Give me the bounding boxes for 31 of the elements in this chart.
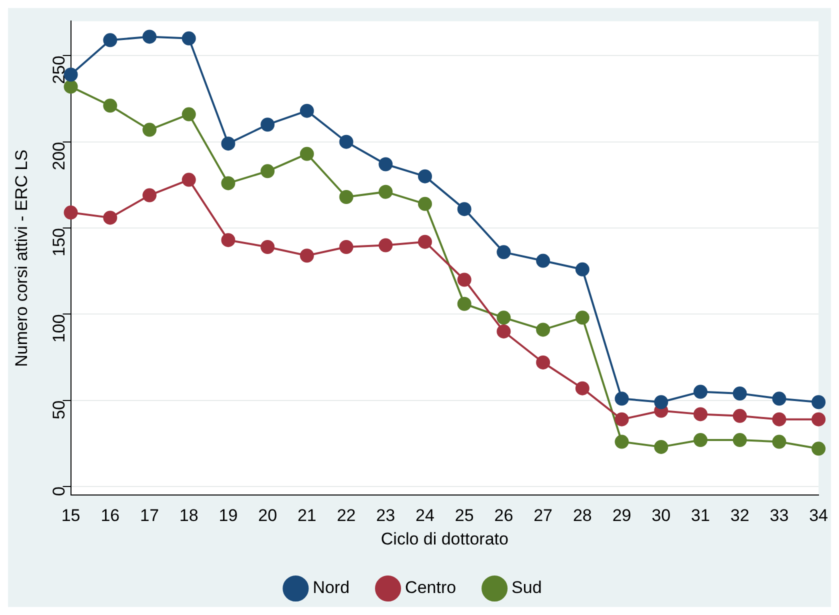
x-tick-label: 19: [218, 506, 238, 526]
x-tick-label: 34: [809, 506, 828, 526]
x-tick-label: 26: [494, 506, 514, 526]
x-tick-label: 22: [336, 506, 356, 526]
x-tick-label: 30: [652, 506, 671, 526]
y-tick-label: 200: [49, 142, 68, 170]
y-tick-label: 50: [49, 400, 68, 420]
legend-label: Sud: [512, 578, 542, 598]
x-tick-label: 24: [416, 506, 434, 526]
x-tick-label: 20: [258, 506, 278, 526]
x-tick-label: 16: [100, 506, 120, 526]
x-tick-label: 25: [454, 506, 474, 526]
x-tick-label: 32: [730, 506, 750, 526]
legend-label: Centro: [405, 578, 456, 598]
x-axis-title: Ciclo di dottorato: [380, 529, 508, 548]
x-tick-label: 23: [376, 506, 396, 526]
x-tick-label: 15: [61, 506, 80, 526]
y-axis-title: Numero corsi attivi - ERC LS: [12, 150, 31, 367]
x-tick-label: 28: [572, 506, 592, 526]
y-tick-label: 0: [49, 486, 68, 496]
x-tick-label: 17: [140, 506, 159, 526]
y-tick-label: 250: [49, 56, 68, 84]
x-tick-label: 29: [612, 506, 632, 526]
x-tick-label: 21: [297, 506, 316, 526]
y-tick-label: 150: [49, 228, 68, 256]
y-tick-label: 100: [49, 314, 68, 343]
x-tick-label: 27: [534, 506, 553, 526]
x-tick-label: 33: [770, 506, 789, 526]
x-tick-label: 18: [179, 506, 198, 526]
x-tick-label: 31: [691, 506, 710, 526]
legend-label: Nord: [312, 578, 350, 598]
